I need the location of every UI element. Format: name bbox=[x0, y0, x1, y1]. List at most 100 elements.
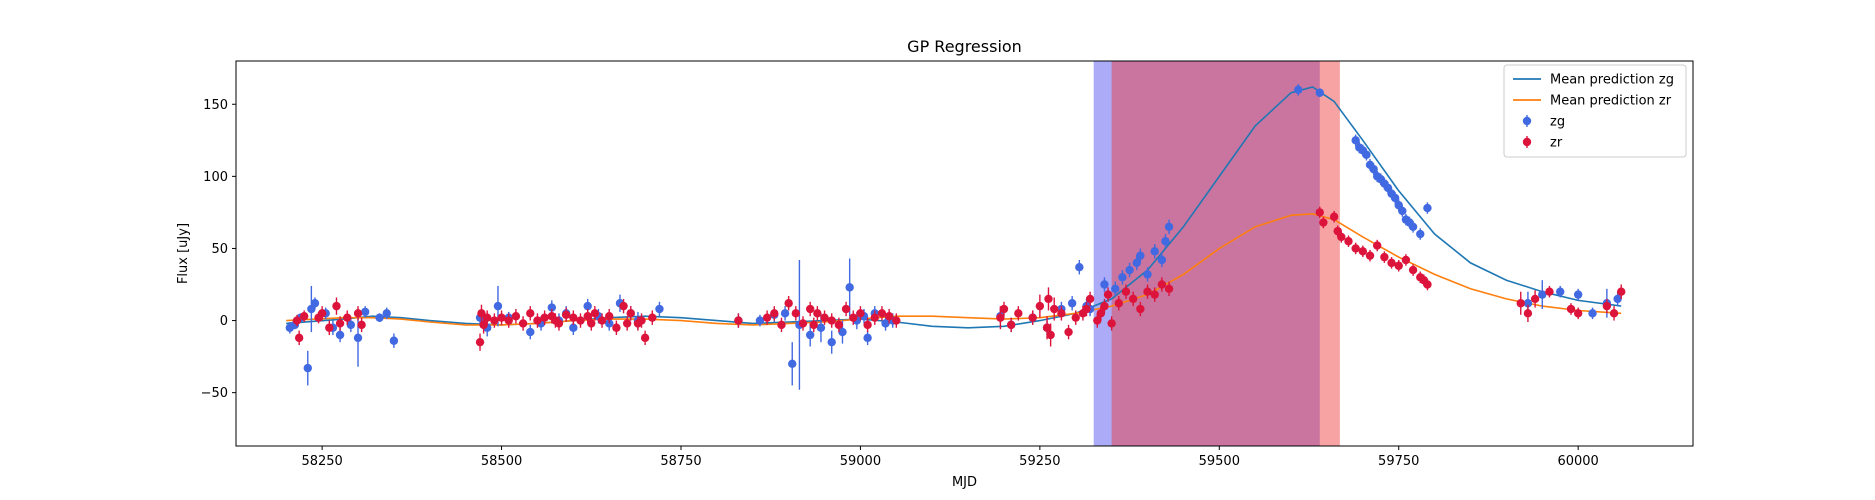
x-tick-label: 59250 bbox=[1019, 454, 1060, 469]
data-point-zr bbox=[1028, 313, 1037, 322]
mean-prediction-lines bbox=[286, 86, 1622, 329]
data-point-zg bbox=[1067, 299, 1077, 308]
data-point-zg bbox=[493, 301, 503, 311]
data-point-zr bbox=[1530, 294, 1540, 304]
data-point-zr bbox=[1545, 287, 1554, 296]
data-point-zg bbox=[1161, 237, 1170, 246]
data-point-zr bbox=[1602, 301, 1612, 311]
data-point-zr bbox=[1164, 284, 1174, 294]
legend-point-marker bbox=[1522, 116, 1532, 126]
data-point-zr bbox=[1006, 320, 1016, 330]
data-point-zg bbox=[1164, 222, 1174, 232]
data-point-zg bbox=[303, 363, 312, 373]
data-point-zr bbox=[1394, 261, 1403, 270]
data-point-zr bbox=[870, 313, 879, 322]
data-point-zr bbox=[554, 319, 564, 328]
data-point-zr bbox=[1082, 304, 1091, 314]
legend-point-marker bbox=[1522, 137, 1532, 147]
data-point-zr bbox=[583, 312, 592, 321]
data-point-zr bbox=[1157, 280, 1167, 289]
data-point-zr bbox=[1617, 287, 1626, 296]
x-tick-label: 59000 bbox=[840, 454, 881, 469]
data-point-zg bbox=[526, 327, 535, 337]
data-point-zr bbox=[1071, 313, 1080, 322]
data-point-zr bbox=[777, 320, 786, 330]
data-point-zr bbox=[1329, 212, 1339, 221]
shaded-regions bbox=[1093, 61, 1340, 446]
data-point-zg bbox=[346, 320, 356, 330]
data-point-zr bbox=[849, 313, 858, 322]
data-point-zg bbox=[863, 333, 872, 343]
data-point-zr bbox=[637, 316, 646, 325]
data-point-zr bbox=[798, 319, 808, 328]
data-point-zr bbox=[648, 313, 657, 322]
data-point-zg bbox=[310, 299, 320, 308]
data-point-zg bbox=[335, 330, 345, 340]
data-point-zg bbox=[1150, 247, 1159, 256]
data-point-zg bbox=[382, 309, 391, 318]
data-points bbox=[285, 84, 1626, 390]
data-point-zr bbox=[569, 313, 578, 322]
legend-label: Mean prediction zr bbox=[1550, 94, 1672, 109]
data-point-zr bbox=[1408, 265, 1418, 275]
data-point-zr bbox=[483, 313, 492, 322]
data-point-zr bbox=[1064, 327, 1073, 337]
data-point-zr bbox=[791, 309, 801, 318]
x-tick-label: 59500 bbox=[1199, 454, 1240, 469]
data-point-zg bbox=[1573, 290, 1583, 299]
data-point-zr bbox=[576, 316, 585, 325]
data-point-zr bbox=[343, 313, 352, 322]
data-point-zr bbox=[1387, 258, 1396, 268]
data-point-zr bbox=[619, 301, 628, 311]
data-point-zg bbox=[1423, 203, 1432, 213]
data-point-zr bbox=[1315, 208, 1324, 217]
data-point-zr bbox=[612, 323, 621, 332]
data-point-zr bbox=[475, 337, 485, 347]
data-point-zg bbox=[1369, 164, 1378, 174]
data-point-zr bbox=[734, 316, 743, 325]
data-point-zg bbox=[360, 307, 370, 317]
data-point-zg bbox=[881, 319, 890, 328]
data-point-zr bbox=[827, 316, 836, 325]
data-point-zr bbox=[892, 316, 901, 325]
data-point-zr bbox=[1401, 255, 1411, 265]
data-point-zg bbox=[583, 301, 592, 311]
data-point-zr bbox=[1351, 244, 1360, 253]
y-axis-ticks: −50 0 50 100 150 bbox=[201, 98, 236, 401]
data-point-zr bbox=[1057, 309, 1066, 318]
data-point-zr bbox=[1042, 323, 1052, 332]
data-point-zr bbox=[587, 319, 596, 328]
legend: Mean prediction zg Mean prediction zr zg zr bbox=[1503, 64, 1687, 158]
data-point-zr bbox=[770, 309, 779, 318]
data-point-zr bbox=[834, 320, 844, 330]
data-point-zg bbox=[1294, 85, 1303, 95]
data-point-zr bbox=[1136, 304, 1145, 314]
legend-label: Mean prediction zg bbox=[1550, 73, 1674, 88]
data-point-zr bbox=[1114, 299, 1124, 308]
data-point-zr bbox=[490, 316, 499, 325]
data-point-zg bbox=[845, 283, 854, 292]
data-point-zr bbox=[1337, 232, 1346, 242]
y-axis-label: Flux [uJy] bbox=[176, 223, 191, 284]
data-point-zr bbox=[1365, 251, 1375, 260]
data-point-zg bbox=[780, 309, 790, 318]
data-point-zr bbox=[1573, 309, 1583, 318]
data-point-zr bbox=[1096, 309, 1106, 318]
y-tick-label: 150 bbox=[203, 98, 228, 113]
data-point-zr bbox=[1100, 301, 1109, 311]
data-point-zr bbox=[1050, 304, 1059, 314]
data-point-zr bbox=[999, 304, 1009, 314]
data-point-zg bbox=[816, 323, 826, 332]
x-axis-label: MJD bbox=[952, 475, 977, 490]
data-point-zg bbox=[353, 333, 363, 343]
data-point-zr bbox=[335, 319, 345, 328]
data-point-zg bbox=[547, 303, 557, 312]
data-point-zr bbox=[1107, 319, 1116, 328]
data-point-zr bbox=[820, 313, 829, 322]
data-point-zr bbox=[626, 309, 635, 318]
data-point-zg bbox=[1390, 193, 1400, 203]
data-point-zr bbox=[1014, 309, 1023, 318]
data-point-zg bbox=[1100, 280, 1109, 289]
data-point-zr bbox=[1035, 301, 1045, 311]
